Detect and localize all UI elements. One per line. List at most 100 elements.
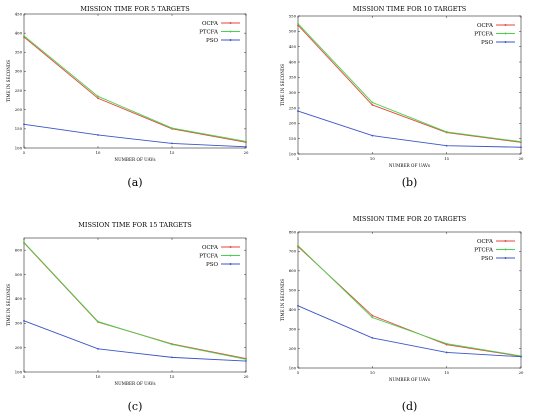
panel-caption: (d) — [402, 400, 418, 413]
data-point-ptcfa — [371, 316, 374, 319]
data-point-pso — [171, 356, 173, 359]
y-tick-label: 300 — [15, 69, 23, 74]
y-tick-label: 250 — [289, 105, 297, 110]
series-line-ocfa — [297, 24, 522, 143]
legend-label-pso: PSO — [481, 256, 493, 262]
legend-marker-pso — [504, 41, 507, 43]
y-tick-label: 300 — [15, 321, 23, 326]
series-line-ocfa — [23, 242, 247, 360]
legend-label-ocfa: OCFA — [202, 21, 219, 27]
panel-caption: (c) — [128, 400, 143, 413]
y-tick-label: 500 — [15, 272, 23, 277]
y-tick-label: 350 — [289, 75, 297, 80]
data-point-ptcfa — [245, 140, 247, 143]
chart-2: MISSION TIME FOR 10 TARGETS 100 150 200 250 3… — [280, 5, 524, 189]
legend-label-pso: PSO — [481, 40, 493, 46]
y-axis-label: TIME IN SECONDS — [6, 60, 11, 102]
y-tick-label: 200 — [15, 345, 23, 350]
data-point-pso — [297, 304, 299, 307]
y-tick-label: 450 — [15, 11, 23, 16]
data-point-pso — [23, 123, 25, 126]
legend-marker-ptcfa — [504, 32, 507, 35]
x-tick-label: 10 — [96, 150, 101, 155]
chart-title: MISSION TIME FOR 10 TARGETS — [353, 5, 466, 13]
x-tick-label: 20 — [519, 156, 524, 161]
data-point-ptcfa — [297, 244, 299, 247]
y-tick-label: 500 — [289, 29, 297, 34]
series-line-pso — [23, 123, 247, 148]
y-tick-label: 400 — [289, 307, 297, 312]
y-tick-label: 150 — [15, 126, 23, 131]
plot-frame — [297, 15, 522, 155]
x-tick-label: 20 — [244, 374, 249, 379]
x-axis-label: NUMBER OF UAVs — [389, 377, 430, 382]
legend-marker-pso — [229, 263, 232, 265]
y-tick-label: 600 — [289, 268, 297, 273]
panel-caption: (a) — [127, 176, 142, 189]
chart-1: MISSION TIME FOR 5 TARGETS 100 150 200 250 30… — [6, 5, 249, 189]
y-tick-label: 500 — [289, 288, 297, 293]
data-point-ptcfa — [445, 131, 448, 133]
legend-label-ocfa: OCFA — [477, 239, 494, 245]
x-tick-label: 5 — [23, 150, 26, 155]
x-tick-label: 15 — [444, 156, 449, 161]
y-tick-label: 100 — [15, 145, 23, 150]
series-line-ocfa — [297, 246, 522, 357]
legend-marker-ptcfa — [504, 248, 507, 251]
data-point-pso — [371, 336, 374, 339]
x-tick-label: 10 — [370, 156, 375, 161]
data-point-pso — [445, 144, 448, 147]
data-point-ptcfa — [171, 343, 173, 346]
x-tick-label: 10 — [370, 370, 375, 375]
y-tick-label: 200 — [289, 121, 297, 126]
legend-marker-ocfa — [504, 24, 507, 26]
y-tick-label: 300 — [289, 90, 297, 95]
legend-label-ptcfa: PTCFA — [199, 253, 219, 259]
legend-label-ocfa: OCFA — [477, 23, 494, 29]
data-point-ptcfa — [245, 358, 247, 361]
data-point-ptcfa — [520, 140, 522, 143]
data-point-ptcfa — [97, 95, 99, 98]
x-tick-label: 15 — [170, 374, 175, 379]
y-axis-label: TIME IN SECONDS — [6, 284, 11, 326]
y-tick-label: 400 — [289, 59, 297, 64]
x-tick-label: 5 — [297, 370, 300, 375]
y-tick-label: 400 — [15, 296, 23, 301]
x-axis-label: NUMBER OF UAVs — [114, 381, 155, 386]
series-line-ptcfa — [297, 23, 522, 143]
plot-frame — [297, 231, 522, 369]
legend-marker-pso — [229, 39, 232, 41]
y-tick-label: 150 — [289, 136, 297, 141]
series-line-pso — [297, 305, 522, 358]
data-point-pso — [245, 360, 247, 362]
series-line-ptcfa — [23, 35, 247, 142]
panel-caption: (b) — [402, 176, 418, 189]
legend-label-ocfa: OCFA — [202, 245, 219, 251]
legend-marker-ptcfa — [229, 254, 232, 257]
x-tick-label: 5 — [297, 156, 300, 161]
y-axis-label: TIME IN SECONDS — [280, 64, 285, 106]
data-point-ptcfa — [23, 34, 25, 37]
series-line-pso — [23, 320, 247, 362]
legend-label-pso: PSO — [206, 262, 218, 268]
data-point-pso — [520, 355, 522, 358]
x-tick-label: 5 — [23, 374, 26, 379]
legend-marker-ocfa — [504, 240, 507, 242]
series-line-ocfa — [23, 36, 247, 143]
y-tick-label: 550 — [289, 13, 297, 18]
data-point-ptcfa — [97, 320, 99, 323]
y-tick-label: 100 — [289, 151, 297, 156]
chart-3: MISSION TIME FOR 15 TARGETS 100 200 300 400 5… — [6, 221, 249, 413]
x-axis-label: NUMBER OF UAVs — [389, 163, 430, 168]
y-tick-label: 200 — [289, 346, 297, 351]
y-tick-label: 600 — [15, 247, 23, 252]
x-tick-label: 15 — [444, 370, 449, 375]
x-axis-label: NUMBER OF UAVs — [114, 157, 155, 162]
y-tick-label: 800 — [289, 229, 297, 234]
y-tick-label: 100 — [289, 365, 297, 370]
data-point-pso — [97, 347, 99, 350]
data-point-pso — [445, 351, 448, 354]
series-line-ptcfa — [297, 245, 522, 357]
y-tick-label: 400 — [15, 30, 23, 35]
